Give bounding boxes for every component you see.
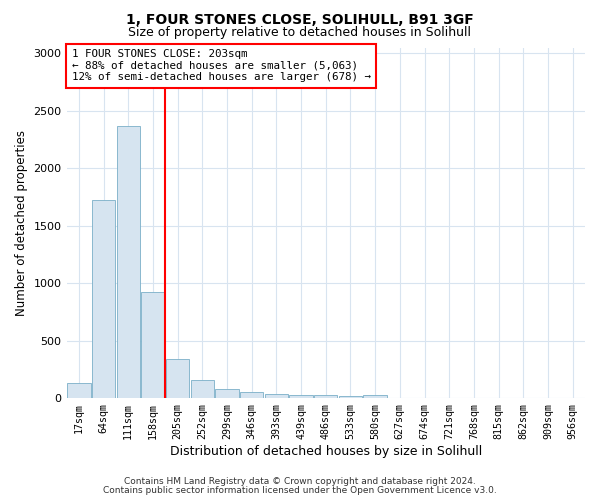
Text: Contains public sector information licensed under the Open Government Licence v3: Contains public sector information licen…: [103, 486, 497, 495]
Bar: [314, 395, 337, 398]
X-axis label: Distribution of detached houses by size in Solihull: Distribution of detached houses by size …: [170, 444, 482, 458]
Bar: [67, 383, 91, 398]
Bar: [240, 392, 263, 398]
Bar: [92, 200, 115, 398]
Y-axis label: Number of detached properties: Number of detached properties: [15, 130, 28, 316]
Bar: [364, 395, 387, 398]
Bar: [339, 396, 362, 398]
Text: 1 FOUR STONES CLOSE: 203sqm
← 88% of detached houses are smaller (5,063)
12% of : 1 FOUR STONES CLOSE: 203sqm ← 88% of det…: [72, 50, 371, 82]
Bar: [289, 394, 313, 398]
Text: 1, FOUR STONES CLOSE, SOLIHULL, B91 3GF: 1, FOUR STONES CLOSE, SOLIHULL, B91 3GF: [126, 12, 474, 26]
Text: Size of property relative to detached houses in Solihull: Size of property relative to detached ho…: [128, 26, 472, 39]
Bar: [265, 394, 288, 398]
Bar: [116, 126, 140, 398]
Bar: [166, 359, 190, 398]
Text: Contains HM Land Registry data © Crown copyright and database right 2024.: Contains HM Land Registry data © Crown c…: [124, 477, 476, 486]
Bar: [141, 292, 164, 398]
Bar: [215, 389, 239, 398]
Bar: [191, 380, 214, 398]
